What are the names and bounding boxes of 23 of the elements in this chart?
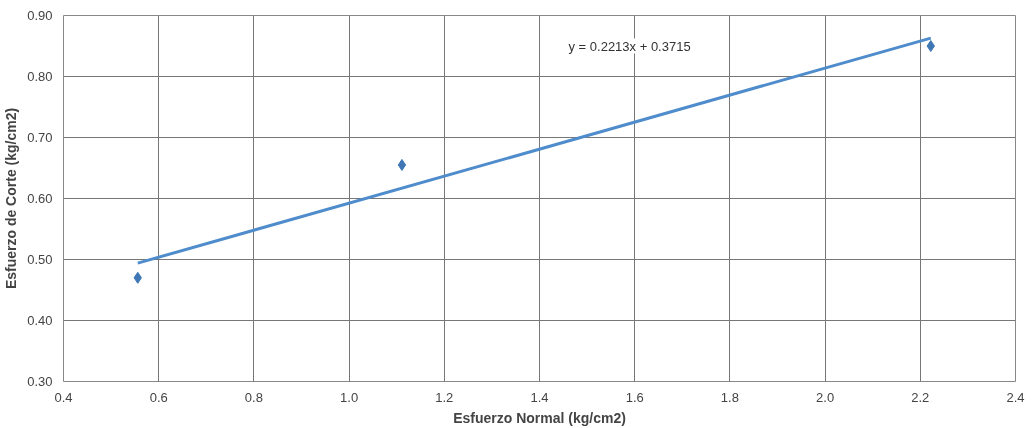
y-tick-label: 0.50 [27, 252, 53, 267]
x-tick-label: 0.4 [54, 389, 73, 405]
x-tick-label: 1.4 [530, 389, 549, 405]
y-axis-title: Esfuerzo de Corte (kg/cm2) [3, 107, 20, 290]
x-axis-title: Esfuerzo Normal (kg/cm2) [453, 409, 626, 426]
x-tick-label: 2.2 [911, 389, 930, 405]
x-tick-label: 1.8 [720, 389, 739, 405]
x-tick-label: 1.6 [625, 389, 644, 405]
x-tick-label: 0.6 [149, 389, 168, 405]
y-tick-label: 0.30 [27, 374, 53, 389]
x-tick-label: 0.8 [244, 389, 263, 405]
y-tick-label: 0.90 [27, 8, 53, 23]
x-tick-label: 1.0 [340, 389, 359, 405]
x-tick-label: 2.0 [816, 389, 835, 405]
x-tick-label: 1.2 [435, 389, 454, 405]
y-tick-label: 0.70 [27, 130, 53, 145]
point [397, 158, 407, 171]
y-tick-label: 0.40 [27, 313, 53, 328]
point [926, 40, 935, 52]
y-tick-label: 0.80 [27, 69, 53, 84]
x-tick-label: 2.4 [1006, 389, 1025, 405]
annotation: y = 0.2213x + 0.3715 [568, 38, 691, 54]
y-tick-label: 0.60 [27, 191, 53, 206]
